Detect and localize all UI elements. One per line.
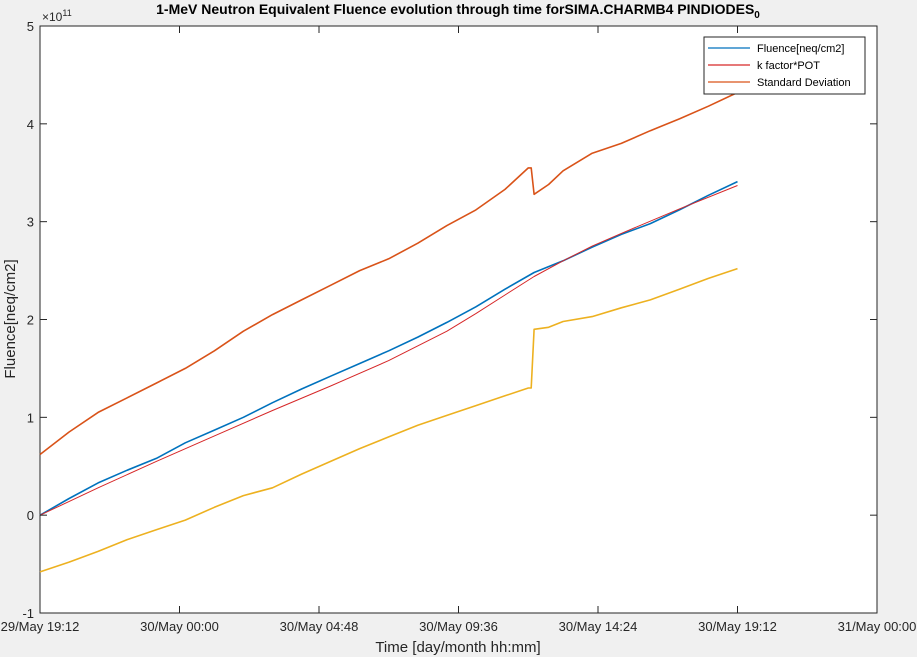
x-tick-label: 30/May 19:12 <box>698 619 777 634</box>
x-tick-label: 30/May 04:48 <box>280 619 359 634</box>
x-tick-label: 31/May 00:00 <box>838 619 917 634</box>
series-layer <box>39 91 738 573</box>
y-exponent-label: ×1011 <box>42 8 72 24</box>
y-axis-label: Fluence[neq/cm2] <box>2 259 19 378</box>
chart-title: 1-MeV Neutron Equivalent Fluence evoluti… <box>156 1 760 21</box>
ticks-layer: 29/May 19:12 30/May 00:00 30/May 04:48 30/M… <box>1 19 917 634</box>
plot-area <box>39 25 878 614</box>
legend: Fluence[neq/cm2] k factor*POT Standard D… <box>703 36 866 95</box>
x-tick-label: 30/May 09:36 <box>419 619 498 634</box>
y-tick-label: -1 <box>22 606 34 621</box>
series-line-stddev-lower <box>39 267 738 573</box>
y-tick-label: 1 <box>27 410 34 425</box>
y-tick-label: 0 <box>27 508 34 523</box>
y-tick-label: 5 <box>27 19 34 34</box>
series-line-fluence <box>39 180 738 516</box>
legend-label-kfactor: k factor*POT <box>757 60 820 72</box>
x-axis-label: Time [day/month hh:mm] <box>375 639 540 656</box>
axes-box <box>39 25 878 614</box>
series-line-kfactor <box>39 185 738 516</box>
x-tick-label: 30/May 14:24 <box>559 619 638 634</box>
legend-label-fluence: Fluence[neq/cm2] <box>757 43 844 55</box>
series-line-stddev-upper <box>39 91 738 456</box>
x-tick-label: 29/May 19:12 <box>1 619 80 634</box>
y-tick-label: 3 <box>27 215 34 230</box>
y-tick-label: 4 <box>27 117 34 132</box>
legend-label-stddev: Standard Deviation <box>757 77 851 89</box>
x-tick-label: 30/May 00:00 <box>140 619 219 634</box>
y-tick-label: 2 <box>27 313 34 328</box>
